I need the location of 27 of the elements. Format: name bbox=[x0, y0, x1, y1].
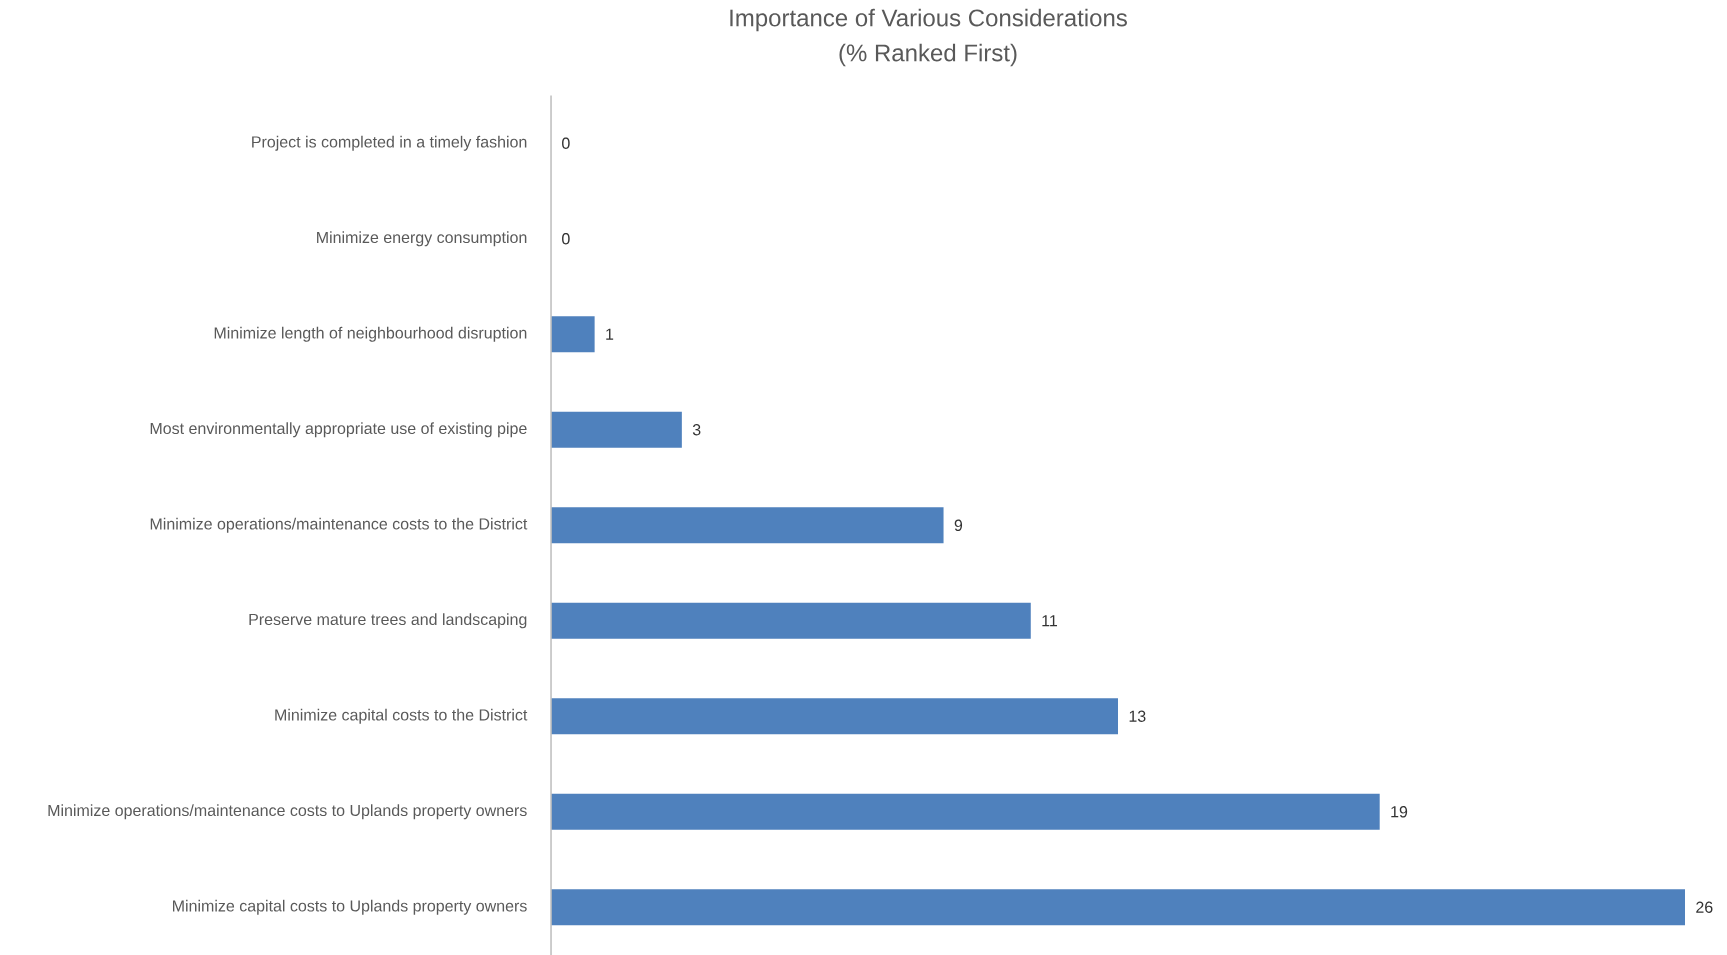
data-label: 0 bbox=[562, 233, 570, 245]
y-tick-label: Minimize operations/maintenance costs to the District bbox=[150, 517, 528, 533]
y-tick-label: Minimize capital costs to Uplands property owners bbox=[173, 899, 527, 915]
y-tick-label: Minimize energy consumption bbox=[317, 231, 527, 247]
data-label: 26 bbox=[1696, 901, 1713, 913]
chart-title: Importance of Various Considerations bbox=[730, 8, 1127, 32]
y-tick-label: Minimize length of neighbourhood disruption bbox=[214, 326, 527, 342]
y-tick-label: Most environmentally appropriate use of existing pipe bbox=[150, 422, 527, 438]
bar bbox=[551, 698, 1119, 735]
bar bbox=[551, 602, 1031, 639]
data-label: 9 bbox=[954, 519, 963, 531]
bar bbox=[551, 793, 1380, 830]
data-label: 3 bbox=[692, 424, 701, 436]
bar bbox=[551, 316, 595, 353]
data-label: 0 bbox=[562, 137, 570, 149]
bar bbox=[551, 411, 682, 448]
y-tick-label: Minimize capital costs to the District bbox=[275, 708, 528, 724]
y-tick-label: Minimize operations/maintenance costs to Uplands property owners bbox=[48, 804, 527, 820]
data-label: 13 bbox=[1129, 710, 1146, 722]
y-tick-label: Preserve mature trees and landscaping bbox=[249, 613, 527, 629]
chart-subtitle: (% Ranked First) bbox=[839, 43, 1017, 67]
y-tick-label: Project is completed in a timely fashion bbox=[252, 135, 527, 151]
data-label: 1 bbox=[606, 328, 614, 340]
bar bbox=[551, 889, 1685, 926]
data-label: 19 bbox=[1391, 806, 1408, 818]
data-label: 11 bbox=[1042, 615, 1058, 627]
bar bbox=[551, 507, 944, 544]
